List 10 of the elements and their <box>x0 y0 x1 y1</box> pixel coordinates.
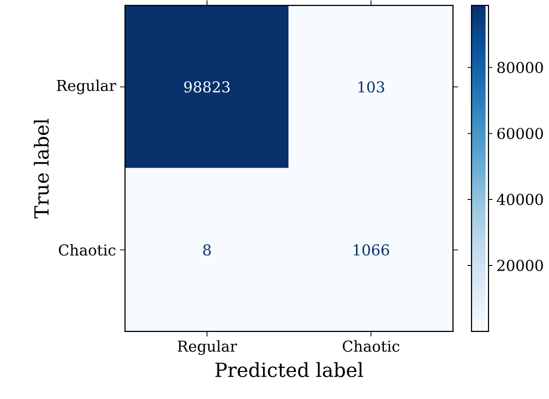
y-axis-title: True label <box>34 118 49 218</box>
color-bar-label: 80000 <box>497 62 543 73</box>
data-label: 8 <box>203 244 211 256</box>
data-label: 1066 <box>354 244 390 256</box>
data-label: 103 <box>358 81 384 92</box>
color-bar-label: 60000 <box>497 128 543 139</box>
color-bar-label: 40000 <box>496 194 543 205</box>
x-axis-title: Predicted label <box>215 362 364 377</box>
color-bar-label: 20000 <box>497 260 543 271</box>
data-label: 98823 <box>184 81 230 92</box>
